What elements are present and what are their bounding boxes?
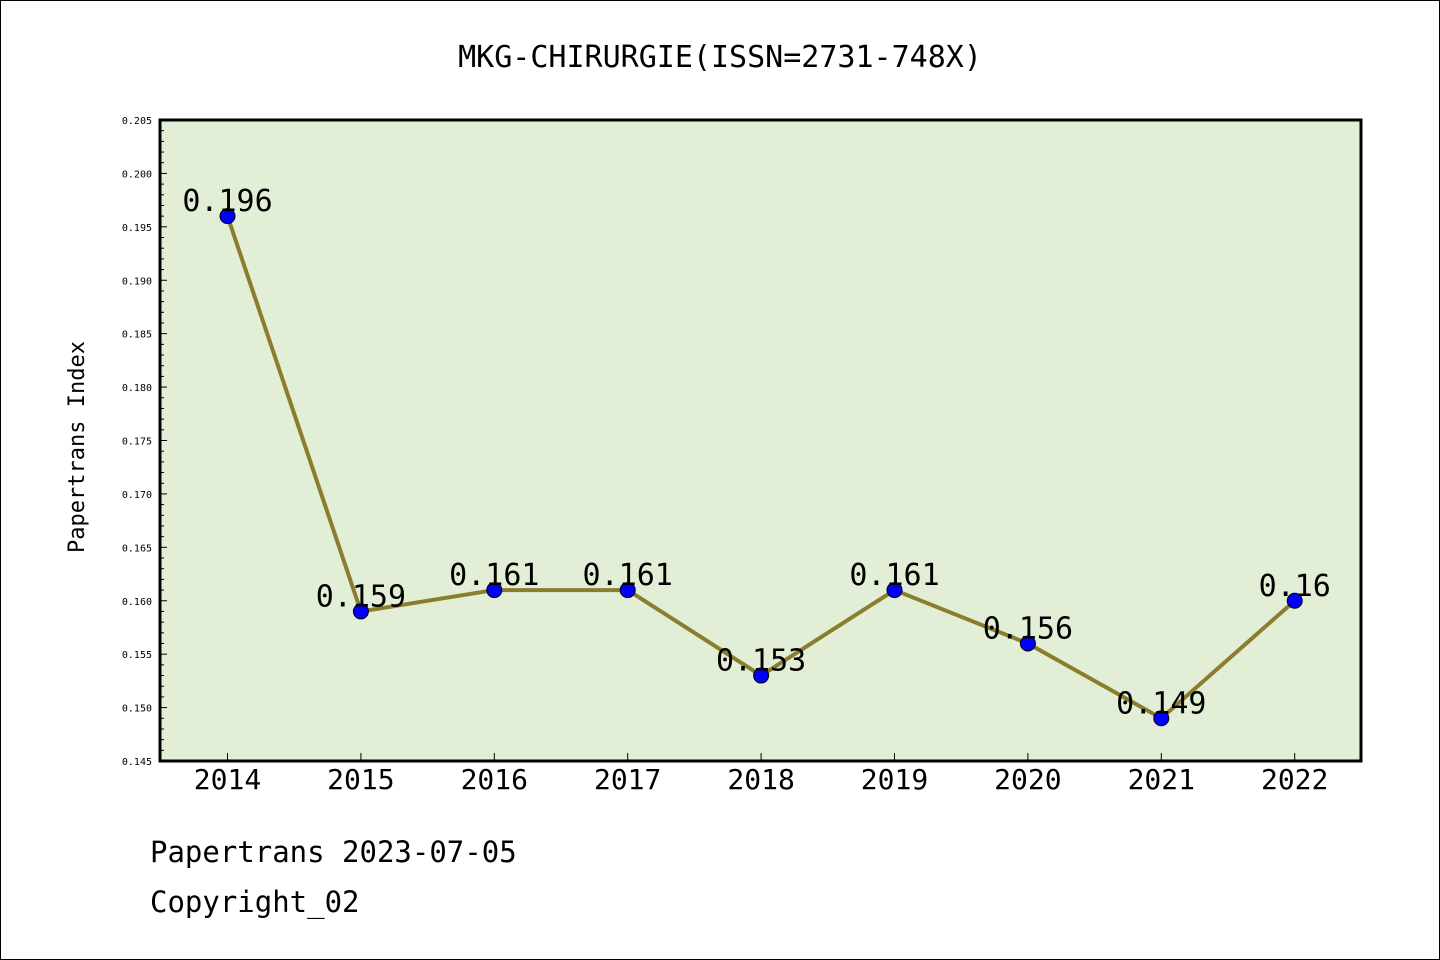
y-tick-label: 0.160 (122, 597, 152, 608)
x-axis-ticks: 2014 2015 2016 2017 2018 2019 2020 2021 2022 (194, 753, 1328, 796)
data-point-marker (619, 582, 636, 599)
data-point-marker (219, 208, 236, 225)
y-tick-label: 0.145 (122, 757, 152, 768)
data-point-marker (1019, 635, 1036, 652)
y-tick-label: 0.150 (122, 704, 152, 715)
series-markers (219, 208, 1303, 727)
y-tick-label: 0.175 (122, 437, 152, 448)
x-tick-label: 2020 (994, 763, 1061, 796)
x-tick-label: 2019 (861, 763, 928, 796)
y-tick-label: 0.195 (122, 223, 152, 234)
data-point-marker (352, 603, 369, 620)
x-tick-label: 2015 (327, 763, 394, 796)
source-date-text: Papertrans 2023-07-05 (150, 835, 517, 869)
y-tick-label: 0.165 (122, 543, 152, 554)
y-tick-label: 0.190 (122, 276, 152, 287)
plot-area (158, 118, 1363, 763)
data-point-marker (1153, 710, 1170, 727)
data-value-label: 0.161 (583, 558, 673, 593)
data-value-label: 0.161 (849, 558, 939, 593)
data-value-label: 0.153 (716, 644, 806, 679)
data-value-label: 0.156 (983, 611, 1073, 646)
data-point-marker (886, 582, 903, 599)
chart-title: MKG-CHIRURGIE(ISSN=2731-748X) (458, 40, 982, 75)
data-value-label: 0.16 (1259, 569, 1331, 604)
data-point-marker (1286, 592, 1303, 609)
data-labels: 0.196 0.159 0.161 0.161 0.153 0.161 0.156 0.149… (182, 184, 1330, 721)
y-tick-label: 0.185 (122, 330, 152, 341)
x-tick-label: 2022 (1261, 763, 1328, 796)
copyright-text: Copyright_02 (150, 885, 360, 919)
data-point-marker (753, 667, 770, 684)
x-tick-label: 2018 (727, 763, 794, 796)
data-value-label: 0.159 (316, 579, 406, 614)
y-axis-ticks: 0.145 0.150 0.155 0.160 0.165 0.170 0.175 0.180… (122, 116, 167, 768)
x-tick-label: 2017 (594, 763, 661, 796)
y-axis-label: Papertrans Index (65, 341, 90, 553)
data-value-label: 0.161 (449, 558, 539, 593)
x-tick-label: 2021 (1128, 763, 1195, 796)
y-tick-label: 0.205 (122, 116, 152, 127)
y-tick-label: 0.200 (122, 169, 152, 180)
data-value-label: 0.149 (1116, 686, 1206, 721)
y-tick-label: 0.155 (122, 650, 152, 661)
y-tick-label: 0.170 (122, 490, 152, 501)
data-point-marker (486, 582, 503, 599)
x-tick-label: 2014 (194, 763, 261, 796)
x-tick-label: 2016 (461, 763, 528, 796)
y-tick-label: 0.180 (122, 383, 152, 394)
data-value-label: 0.196 (182, 184, 272, 219)
